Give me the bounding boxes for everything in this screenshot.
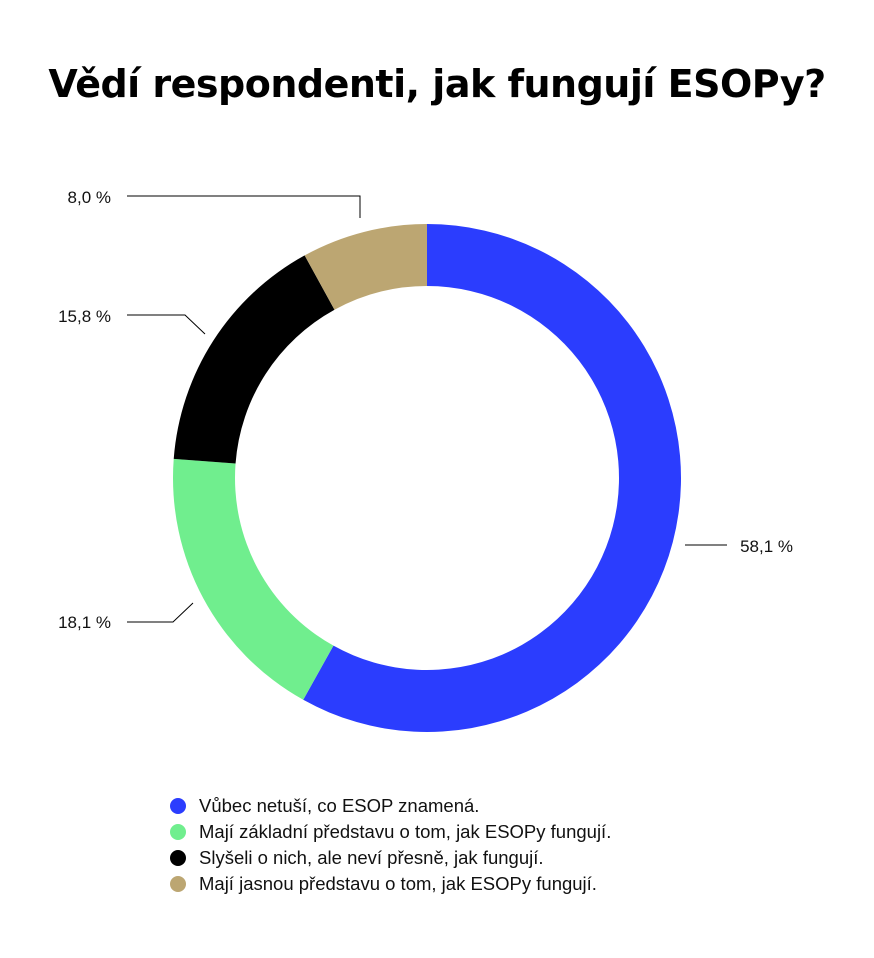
leader-line-1	[127, 602, 194, 623]
legend-label-0: Vůbec netuší, co ESOP znamená.	[199, 795, 480, 816]
legend-swatch-2	[170, 850, 186, 866]
legend: Vůbec netuší, co ESOP znamená. Mají zákl…	[170, 793, 611, 897]
legend-item-3: Mají jasnou představu o tom, jak ESOPy f…	[170, 871, 611, 897]
legend-item-0: Vůbec netuší, co ESOP znamená.	[170, 793, 611, 819]
legend-label-1: Mají základní představu o tom, jak ESOPy…	[199, 821, 612, 842]
donut-slice-1	[172, 458, 334, 700]
legend-item-1: Mají základní představu o tom, jak ESOPy…	[170, 819, 611, 845]
donut-slice-2	[173, 255, 335, 464]
donut-slice-0	[303, 224, 681, 732]
legend-item-2: Slyšeli o nich, ale neví přesně, jak fun…	[170, 845, 611, 871]
legend-label-3: Mají jasnou představu o tom, jak ESOPy f…	[199, 873, 597, 894]
data-label-2: 15,8 %	[58, 307, 111, 326]
data-label-0: 58,1 %	[740, 537, 793, 556]
legend-swatch-1	[170, 824, 186, 840]
donut-slice-3	[304, 224, 427, 310]
data-label-3: 8,0 %	[68, 188, 111, 207]
chart-title: Vědí respondenti, jak fungují ESOPy?	[48, 62, 826, 106]
leader-line-2	[127, 314, 206, 335]
legend-label-2: Slyšeli o nich, ale neví přesně, jak fun…	[199, 847, 544, 868]
leader-line-3	[127, 195, 361, 218]
data-label-1: 18,1 %	[58, 613, 111, 632]
legend-swatch-0	[170, 798, 186, 814]
legend-swatch-3	[170, 876, 186, 892]
